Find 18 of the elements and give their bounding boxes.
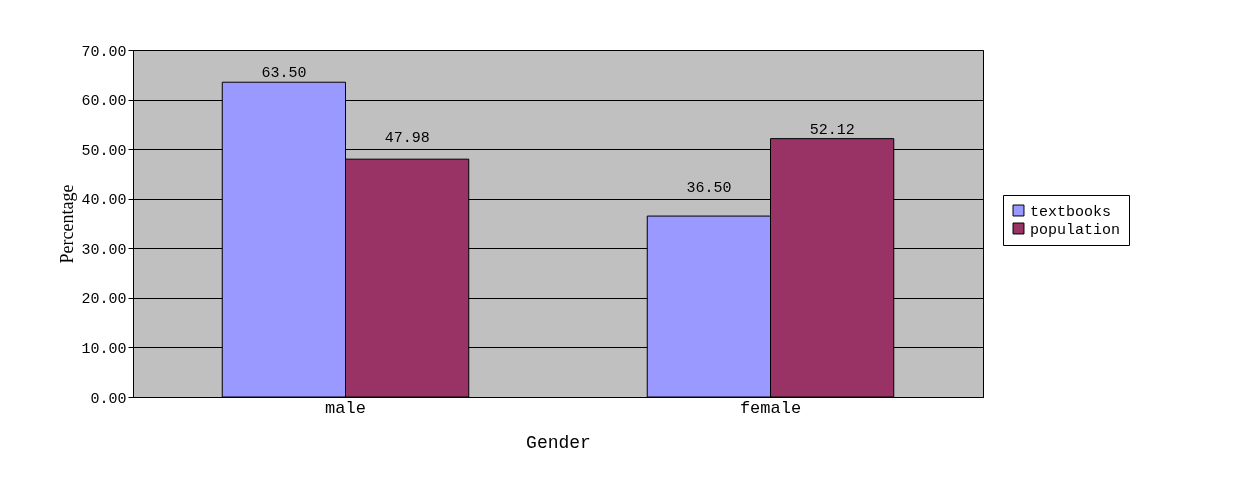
y-tick-label: 50.00 (81, 142, 127, 160)
y-tick-label: 20.00 (81, 291, 127, 309)
y-tick-label: 70.00 (81, 43, 127, 61)
legend-label: textbooks (1030, 203, 1112, 221)
y-tick-label: 0.00 (90, 390, 127, 408)
x-axis-title: Gender (526, 432, 591, 453)
data-label: 47.98 (384, 130, 430, 148)
y-tick-label: 40.00 (81, 192, 127, 210)
y-tick-label: 10.00 (81, 340, 127, 358)
y-axis-title: Percentage (57, 184, 78, 264)
legend-label: population (1030, 221, 1121, 239)
x-tick-label: male (325, 398, 366, 418)
y-tick-label: 30.00 (81, 241, 127, 259)
data-label: 63.50 (261, 65, 307, 83)
x-tick-label: female (739, 398, 802, 418)
y-tick-label: 60.00 (81, 93, 127, 111)
data-label: 36.50 (686, 180, 732, 198)
data-label: 52.12 (809, 121, 855, 139)
